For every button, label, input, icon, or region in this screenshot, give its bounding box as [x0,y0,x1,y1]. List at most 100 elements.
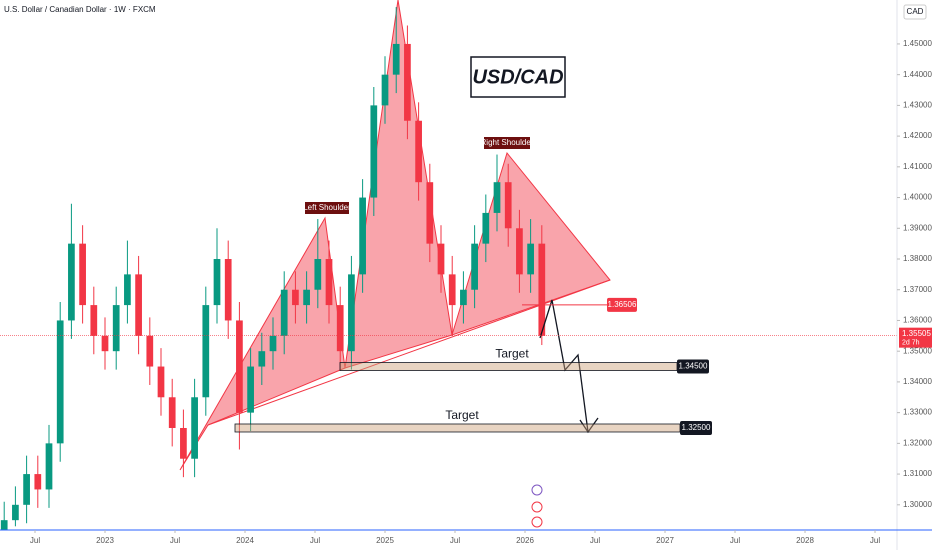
annotation: Left Shoulder [303,203,351,212]
candle-body [191,397,198,459]
x-tick-label: Jul [870,536,880,545]
candle-body [381,74,389,106]
candle-body [303,289,310,306]
x-tick-label: 2026 [516,536,534,545]
candle-body [359,197,366,275]
y-tick-label: 1.35000 [903,346,932,355]
candle-body [404,43,411,121]
event-icon [531,484,543,496]
candle-body [146,335,154,367]
candle-body [12,504,19,521]
candle-body [269,335,277,352]
level-tag: 1.32500 [682,423,711,432]
level-tag: 1.36506 [608,300,637,309]
candle-body [314,259,322,290]
target-zone [234,423,681,433]
candle-body [292,289,299,306]
level-tag-box [680,420,712,435]
y-tick-label: 1.44000 [903,70,932,79]
candle-body [213,259,221,306]
candle-body [0,520,8,530]
x-tick-label: 2023 [96,536,114,545]
last-price-box [899,327,932,348]
candle-body [124,274,131,306]
candle-body [482,212,490,244]
candle-body [348,274,355,352]
candle-body [448,274,456,306]
candle-body [471,243,478,290]
event-icon [531,516,543,528]
y-tick-label: 1.34000 [903,377,932,386]
last-price: 1.35505 [902,329,931,338]
candle-body [538,243,546,336]
y-tick-label: 1.41000 [903,162,932,171]
target-text: Target [495,347,529,361]
candle-body [135,274,142,336]
annotation-box [484,137,530,149]
candle-body [23,474,30,505]
candle-body [516,228,523,275]
candle-body [493,182,501,213]
candle-body [168,397,176,428]
y-tick-label: 1.40000 [903,193,932,202]
candle-body [157,366,165,398]
candle-body [437,243,445,275]
candles [0,7,546,530]
candle-body [258,351,266,367]
y-tick-label: 1.31000 [903,469,932,478]
candle-body [101,335,109,352]
candle-body [247,366,254,413]
candle-body [224,259,232,321]
x-tick-label: Jul [730,536,740,545]
chart-title: U.S. Dollar / Canadian Dollar · 1W · FXC… [4,5,156,14]
candle-body [34,474,42,490]
countdown: 2d 7h [902,340,920,347]
level-tag: 1.34500 [679,362,708,371]
level-tag-box [677,359,709,374]
symbol-box [470,56,566,98]
x-tick-label: Jul [590,536,600,545]
annotation: Right Shoulder [481,138,534,147]
candle-body [370,105,378,198]
candle-body [68,243,75,321]
y-tick-label: 1.37000 [903,285,932,294]
target-text: Target [445,408,479,422]
y-tick-label: 1.45000 [903,39,932,48]
event-icon [531,501,543,513]
level-tag-box [607,297,637,312]
candle-body [79,243,86,306]
y-tick-label: 1.43000 [903,100,932,109]
annotation-box [305,202,349,214]
candle-body [460,289,467,306]
candle-body [56,320,64,444]
y-tick-label: 1.39000 [903,223,932,232]
x-tick-label: 2028 [796,536,814,545]
x-tick-label: 2027 [656,536,674,545]
candle-body [236,320,243,413]
candle-body [392,43,400,75]
currency-box [903,4,927,20]
candle-body [45,443,53,490]
candle-body [325,259,333,306]
x-tick-label: 2024 [236,536,254,545]
x-tick-label: 2025 [376,536,394,545]
candle-body [90,305,98,336]
currency: CAD [907,7,924,16]
candle-body [180,427,187,459]
target-zone [339,362,678,371]
candle-body [202,305,210,398]
x-tick-label: Jul [450,536,460,545]
y-tick-label: 1.30000 [903,500,932,509]
candle-body [504,182,512,229]
candle-body [415,120,422,183]
y-tick-label: 1.36000 [903,316,932,325]
symbol-label: USD/CAD [472,66,563,88]
x-tick-label: Jul [310,536,320,545]
candle-body [280,289,288,336]
overlays: USD/CAD Left Shoulder Right Shoulder Tar… [0,56,932,528]
candle-body [336,305,344,352]
candle-body [527,243,534,275]
candle-body [112,305,120,352]
y-tick-label: 1.33000 [903,408,932,417]
